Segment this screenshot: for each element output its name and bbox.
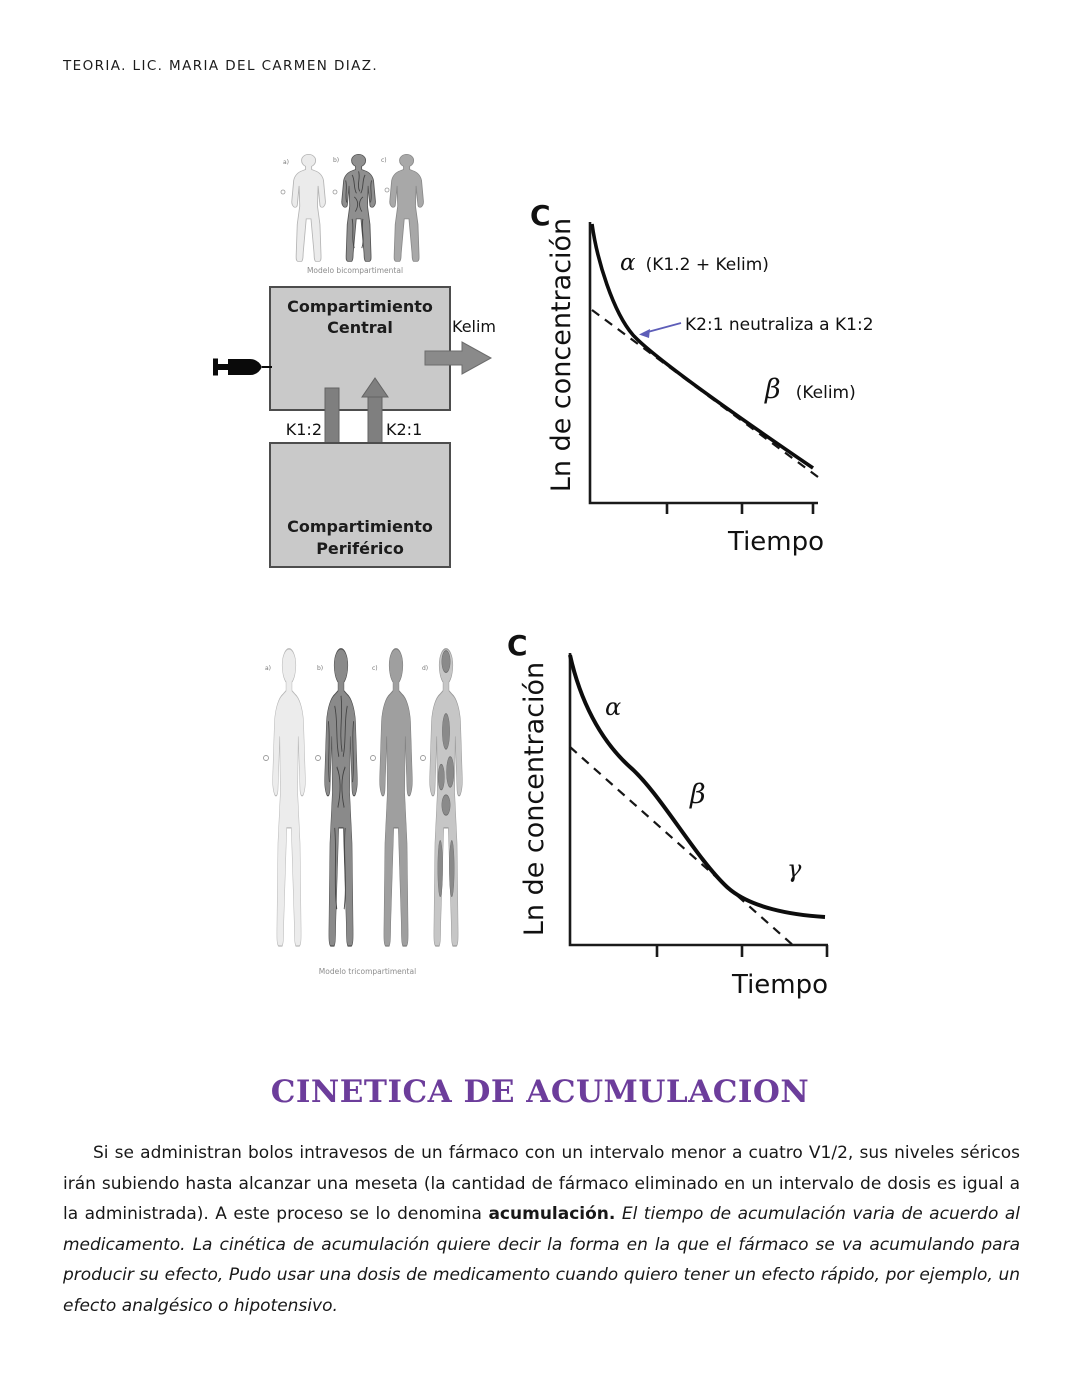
extrapolation-dashline — [569, 746, 796, 948]
figure1-caption: Modelo bicompartimental — [306, 266, 404, 275]
body-label: c) — [381, 157, 387, 164]
concentration-curve — [568, 654, 826, 919]
marker-ring-icon — [420, 755, 426, 761]
x-axis-label: Tiempo — [727, 527, 824, 557]
page-title: CINETICA DE ACUMULACION — [270, 1074, 810, 1110]
marker-ring-icon — [315, 755, 321, 761]
peripheral-compartment-box — [269, 442, 451, 568]
marker-ring-icon — [263, 755, 269, 761]
annotation-arrow-icon — [639, 322, 682, 338]
body-label: a) — [283, 159, 289, 166]
body-figure-a — [271, 647, 307, 948]
body-figure-d — [428, 647, 464, 948]
alpha-phase-label: α (K1.2 + Kelim) — [620, 250, 769, 276]
alpha-phase-label: α — [605, 693, 621, 721]
bicompartmental-bodies-figure: a) b) c) — [280, 153, 424, 262]
syringe-icon — [213, 358, 272, 376]
two-compartment-diagram: Compartimiento Central Kelim K1:2 K2:1 C… — [213, 286, 496, 568]
body-paragraph: Si se administran bolos intravesos de un… — [63, 1138, 1020, 1321]
paragraph-bold-text: acumulación. — [488, 1204, 616, 1224]
body-label: c) — [372, 665, 378, 672]
body-figure-b — [323, 647, 359, 948]
body-figure-b — [341, 153, 376, 262]
axis-ticks — [655, 945, 829, 957]
y-axis-label: Ln de concentración — [519, 662, 550, 936]
body-figure-a — [291, 153, 326, 262]
marker-ring-icon — [384, 187, 390, 193]
graph-corner-label: C — [530, 199, 551, 232]
y-axis-label: Ln de concentración — [546, 218, 577, 492]
tricompartmental-bodies-figure: a) b) c) d) — [263, 647, 464, 948]
kelim-arrow-icon — [424, 341, 493, 375]
central-compartment-label-line1: Compartimiento — [287, 297, 433, 316]
bicompartmental-kinetics-graph: C Ln de concentración α (K1.2 + Kelim) K… — [530, 199, 874, 557]
x-axis-label: Tiempo — [731, 970, 828, 1000]
figure2-caption: Modelo tricompartimental — [318, 967, 417, 976]
beta-phase-label: β (Kelim) — [764, 374, 856, 405]
marker-ring-icon — [370, 755, 376, 761]
peripheral-compartment-label-line2: Periférico — [316, 539, 404, 558]
body-figure-c — [389, 153, 424, 262]
body-label: b) — [333, 157, 339, 164]
paragraph-italic-text: El tiempo de acumulación varia de acuerd… — [63, 1204, 1020, 1316]
beta-phase-label: β — [689, 779, 706, 810]
k12-label: K1:2 — [286, 420, 322, 439]
annotation-text: K2:1 neutraliza a K1:2 — [685, 315, 874, 335]
body-figure-c — [378, 647, 414, 948]
central-compartment-label-line2: Central — [327, 318, 393, 337]
paragraph-normal-text: Si se administran bolos intravesos de un… — [63, 1143, 1020, 1224]
gamma-phase-label: γ — [787, 855, 802, 883]
concentration-curve — [590, 223, 815, 470]
tricompartmental-kinetics-graph: C Ln de concentración α β γ Tiempo — [507, 629, 829, 1000]
graph-corner-label: C — [507, 629, 528, 662]
kelim-label: Kelim — [452, 317, 496, 336]
marker-ring-icon — [332, 189, 338, 195]
k21-label: K2:1 — [386, 420, 422, 439]
peripheral-compartment-label-line1: Compartimiento — [287, 517, 433, 536]
axis-ticks — [665, 503, 815, 514]
body-label: b) — [317, 665, 323, 672]
central-compartment-box — [269, 286, 451, 411]
marker-ring-icon — [280, 189, 286, 195]
header-text: TEORIA. LIC. MARIA DEL CARMEN DIAZ. — [63, 58, 379, 74]
body-label: a) — [265, 665, 271, 672]
body-label: d) — [422, 665, 428, 672]
